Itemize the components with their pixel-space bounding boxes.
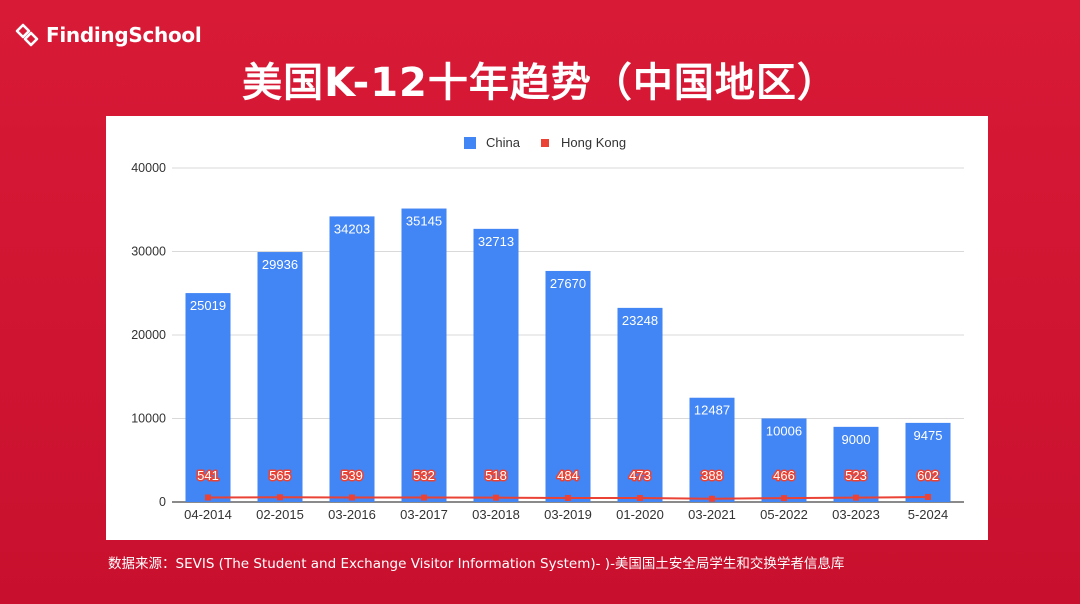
hong-kong-point xyxy=(709,495,715,502)
y-tick-label: 10000 xyxy=(131,412,166,426)
china-data-label: 34203 xyxy=(334,221,370,236)
y-tick-label: 40000 xyxy=(131,161,166,175)
china-bar xyxy=(545,270,591,502)
x-tick-label: 03-2019 xyxy=(544,507,592,522)
hong-kong-data-label: 602 xyxy=(917,468,939,483)
hong-kong-data-label: 388 xyxy=(701,468,723,483)
hong-kong-point xyxy=(565,494,571,501)
brand-name: FindingSchool xyxy=(46,23,202,47)
china-bar xyxy=(185,293,231,502)
brand-logo: FindingSchool xyxy=(14,22,202,48)
hong-kong-point xyxy=(349,494,355,501)
china-bar xyxy=(833,426,879,502)
legend-china-swatch xyxy=(464,137,476,149)
x-tick-label: 03-2023 xyxy=(832,507,880,522)
x-tick-label: 5-2024 xyxy=(908,507,948,522)
page-title: 美国K-12十年趋势（中国地区） xyxy=(242,60,838,106)
x-tick-label: 05-2022 xyxy=(760,507,808,522)
china-bar xyxy=(401,208,447,502)
hong-kong-point xyxy=(925,493,931,500)
hong-kong-data-label: 539 xyxy=(341,468,363,483)
source-note: 数据来源：SEVIS (The Student and Exchange Vis… xyxy=(108,556,845,572)
x-tick-label: 03-2018 xyxy=(472,507,520,522)
china-bar xyxy=(689,397,735,502)
bar-line-chart: 0 10000 20000 30000 40000 25019 29936 34203 3514… xyxy=(131,135,964,522)
hong-kong-data-label: 565 xyxy=(269,468,291,483)
hong-kong-data-label: 484 xyxy=(557,468,579,483)
x-tick-label: 01-2020 xyxy=(616,507,664,522)
hong-kong-point xyxy=(853,494,859,501)
hong-kong-data-label: 518 xyxy=(485,468,507,483)
china-data-label: 32713 xyxy=(478,234,514,249)
hong-kong-point xyxy=(781,495,787,502)
hong-kong-point xyxy=(421,494,427,501)
china-data-label: 29936 xyxy=(262,257,298,272)
hong-kong-data-label: 541 xyxy=(197,468,219,483)
china-data-label: 27670 xyxy=(550,276,586,291)
x-tick-label: 04-2014 xyxy=(184,507,232,522)
hong-kong-data-label: 466 xyxy=(773,468,795,483)
y-tick-label: 0 xyxy=(159,495,166,509)
china-data-label: 9000 xyxy=(842,432,871,447)
legend-hong-kong-swatch xyxy=(541,139,549,147)
findingschool-logo-icon xyxy=(15,23,39,47)
y-tick-label: 30000 xyxy=(131,245,166,259)
china-bar xyxy=(257,252,303,502)
chart-panel: 0 10000 20000 30000 40000 25019 29936 34203 3514… xyxy=(106,116,988,540)
x-tick-label: 03-2017 xyxy=(400,507,448,522)
china-bar xyxy=(617,307,663,502)
hong-kong-point xyxy=(493,494,499,501)
china-data-label: 23248 xyxy=(622,313,658,328)
x-tick-label: 03-2016 xyxy=(328,507,376,522)
y-tick-label: 20000 xyxy=(131,328,166,342)
china-bar xyxy=(329,216,375,502)
hong-kong-point xyxy=(277,494,283,501)
china-bar xyxy=(905,422,951,502)
china-data-label: 10006 xyxy=(766,423,802,438)
x-tick-label: 02-2015 xyxy=(256,507,304,522)
china-data-label: 25019 xyxy=(190,298,226,313)
legend-hong-kong-label: Hong Kong xyxy=(561,135,626,150)
hong-kong-data-label: 523 xyxy=(845,468,867,483)
china-data-label: 35145 xyxy=(406,214,442,229)
x-tick-label: 03-2021 xyxy=(688,507,736,522)
china-data-label: 9475 xyxy=(914,428,943,443)
china-bar xyxy=(761,418,807,502)
hong-kong-point xyxy=(637,495,643,502)
china-data-label: 12487 xyxy=(694,403,730,418)
china-bar xyxy=(473,228,519,503)
hong-kong-data-label: 532 xyxy=(413,468,435,483)
legend-china-label: China xyxy=(486,135,521,150)
hong-kong-point xyxy=(205,494,211,501)
hong-kong-data-label: 473 xyxy=(629,468,651,483)
